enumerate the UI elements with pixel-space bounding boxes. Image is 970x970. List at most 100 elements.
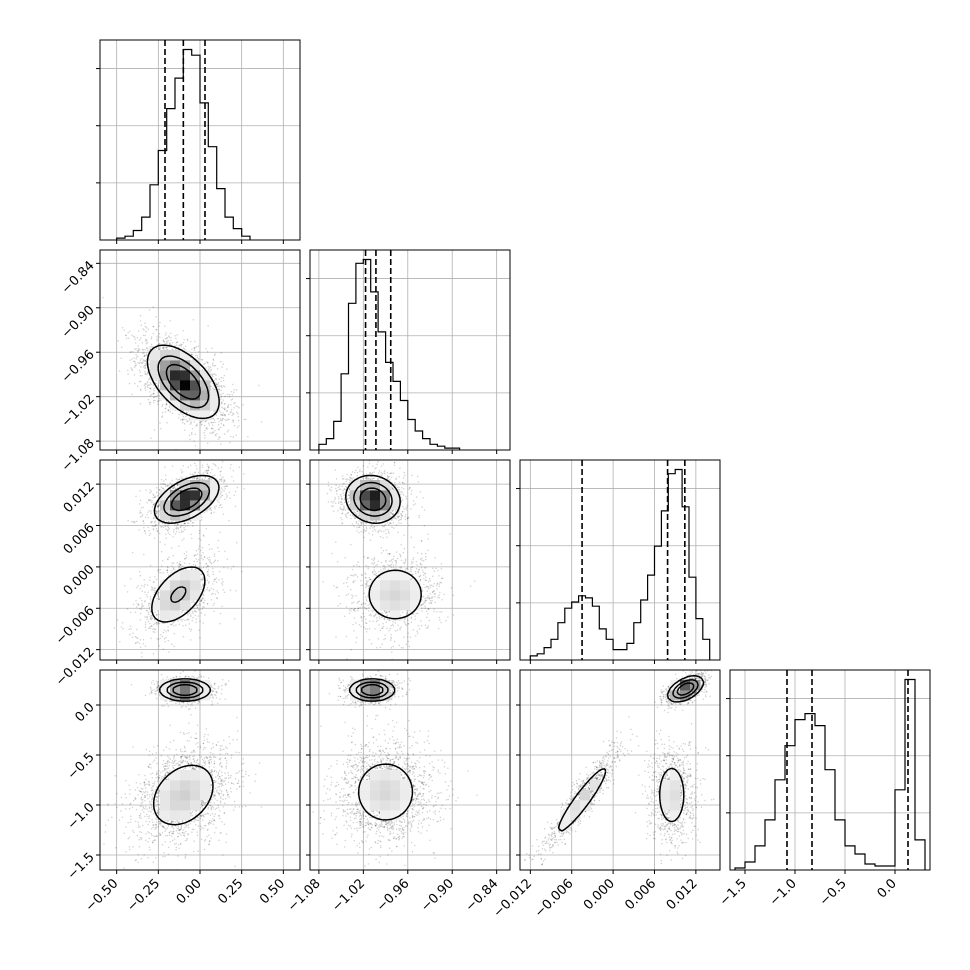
- scatter-point: [167, 626, 169, 628]
- scatter-point: [197, 357, 200, 360]
- scatter-point: [200, 549, 202, 552]
- scatter-point: [166, 402, 168, 404]
- scatter-point: [179, 560, 181, 563]
- scatter-point: [128, 628, 130, 630]
- scatter-point: [139, 639, 142, 641]
- scatter-point: [200, 358, 203, 361]
- scatter-point: [166, 568, 169, 571]
- scatter-point: [152, 332, 155, 335]
- scatter-point: [130, 350, 132, 353]
- scatter-point: [166, 421, 168, 424]
- scatter-point: [220, 393, 222, 396]
- scatter-point: [233, 407, 235, 409]
- scatter-point: [242, 403, 244, 406]
- scatter-point: [181, 620, 183, 622]
- scatter-point: [121, 327, 124, 329]
- scatter-point: [166, 484, 169, 487]
- scatter-point: [155, 316, 157, 318]
- scatter-point: [195, 464, 197, 467]
- scatter-point: [188, 623, 191, 625]
- scatter-point: [136, 385, 139, 388]
- scatter-point: [143, 384, 146, 387]
- density-cell: [190, 370, 201, 381]
- scatter-point: [175, 527, 177, 529]
- scatter-point: [200, 424, 203, 426]
- scatter-point: [247, 435, 249, 438]
- scatter-point: [144, 621, 147, 624]
- scatter-point: [154, 521, 156, 524]
- scatter-point: [219, 474, 222, 476]
- scatter-point: [232, 464, 234, 466]
- scatter-point: [220, 443, 222, 445]
- scatter-point: [176, 528, 178, 530]
- scatter-point: [136, 349, 139, 352]
- scatter-point: [145, 354, 148, 357]
- scatter-point: [205, 420, 207, 422]
- scatter-point: [151, 589, 154, 591]
- scatter-point: [180, 566, 182, 568]
- density-cell: [170, 380, 181, 391]
- scatter-point: [220, 398, 222, 400]
- scatter-point: [139, 337, 142, 339]
- scatter-point: [119, 641, 121, 643]
- scatter-point: [172, 520, 174, 522]
- scatter-point: [150, 614, 152, 616]
- scatter-point: [154, 382, 157, 385]
- scatter-point: [221, 419, 223, 422]
- scatter-point: [204, 420, 206, 423]
- scatter-point: [215, 434, 217, 437]
- scatter-point: [206, 361, 208, 363]
- scatter-point: [135, 641, 137, 644]
- scatter-point: [218, 501, 220, 504]
- scatter-point: [210, 370, 212, 372]
- scatter-point: [220, 422, 223, 425]
- scatter-point: [134, 635, 137, 638]
- scatter-point: [176, 479, 179, 481]
- scatter-point: [224, 487, 226, 490]
- scatter-point: [223, 408, 226, 410]
- scatter-point: [205, 367, 207, 369]
- scatter-point: [144, 516, 147, 518]
- scatter-point: [220, 491, 223, 493]
- scatter-point: [139, 314, 142, 317]
- scatter-point: [157, 622, 160, 625]
- scatter-point: [224, 407, 226, 409]
- scatter-point: [153, 618, 156, 621]
- histogram-panel-0: [96, 39, 301, 244]
- scatter-point: [224, 485, 227, 488]
- scatter-point: [148, 529, 150, 532]
- scatter-point: [198, 545, 201, 548]
- scatter-point: [120, 346, 123, 349]
- scatter-point: [217, 560, 219, 562]
- joint-content-2-0: [113, 460, 245, 658]
- scatter-point: [161, 559, 164, 562]
- scatter-point: [160, 565, 163, 568]
- scatter-point: [200, 599, 203, 601]
- scatter-point: [213, 364, 215, 367]
- scatter-point: [211, 424, 214, 426]
- scatter-point: [204, 434, 206, 436]
- scatter-point: [150, 510, 152, 512]
- scatter-point: [172, 625, 175, 627]
- scatter-point: [205, 347, 207, 350]
- scatter-point: [137, 345, 140, 347]
- x-tick-label-3-1: −1.0: [767, 876, 800, 909]
- scatter-point: [221, 506, 223, 509]
- scatter-point: [220, 376, 223, 379]
- scatter-point: [194, 610, 196, 613]
- scatter-point: [218, 378, 221, 381]
- scatter-point: [210, 512, 213, 515]
- scatter-point: [149, 387, 152, 390]
- scatter-point: [187, 525, 189, 527]
- scatter-point: [182, 419, 184, 422]
- density-cell: [180, 390, 191, 401]
- scatter-point: [166, 348, 168, 351]
- scatter-point: [189, 464, 192, 466]
- scatter-point: [157, 391, 159, 393]
- scatter-point: [205, 566, 208, 569]
- scatter-point: [210, 593, 213, 596]
- scatter-point: [231, 414, 233, 417]
- scatter-point: [153, 517, 155, 519]
- scatter-point: [204, 614, 206, 616]
- scatter-point: [169, 342, 171, 344]
